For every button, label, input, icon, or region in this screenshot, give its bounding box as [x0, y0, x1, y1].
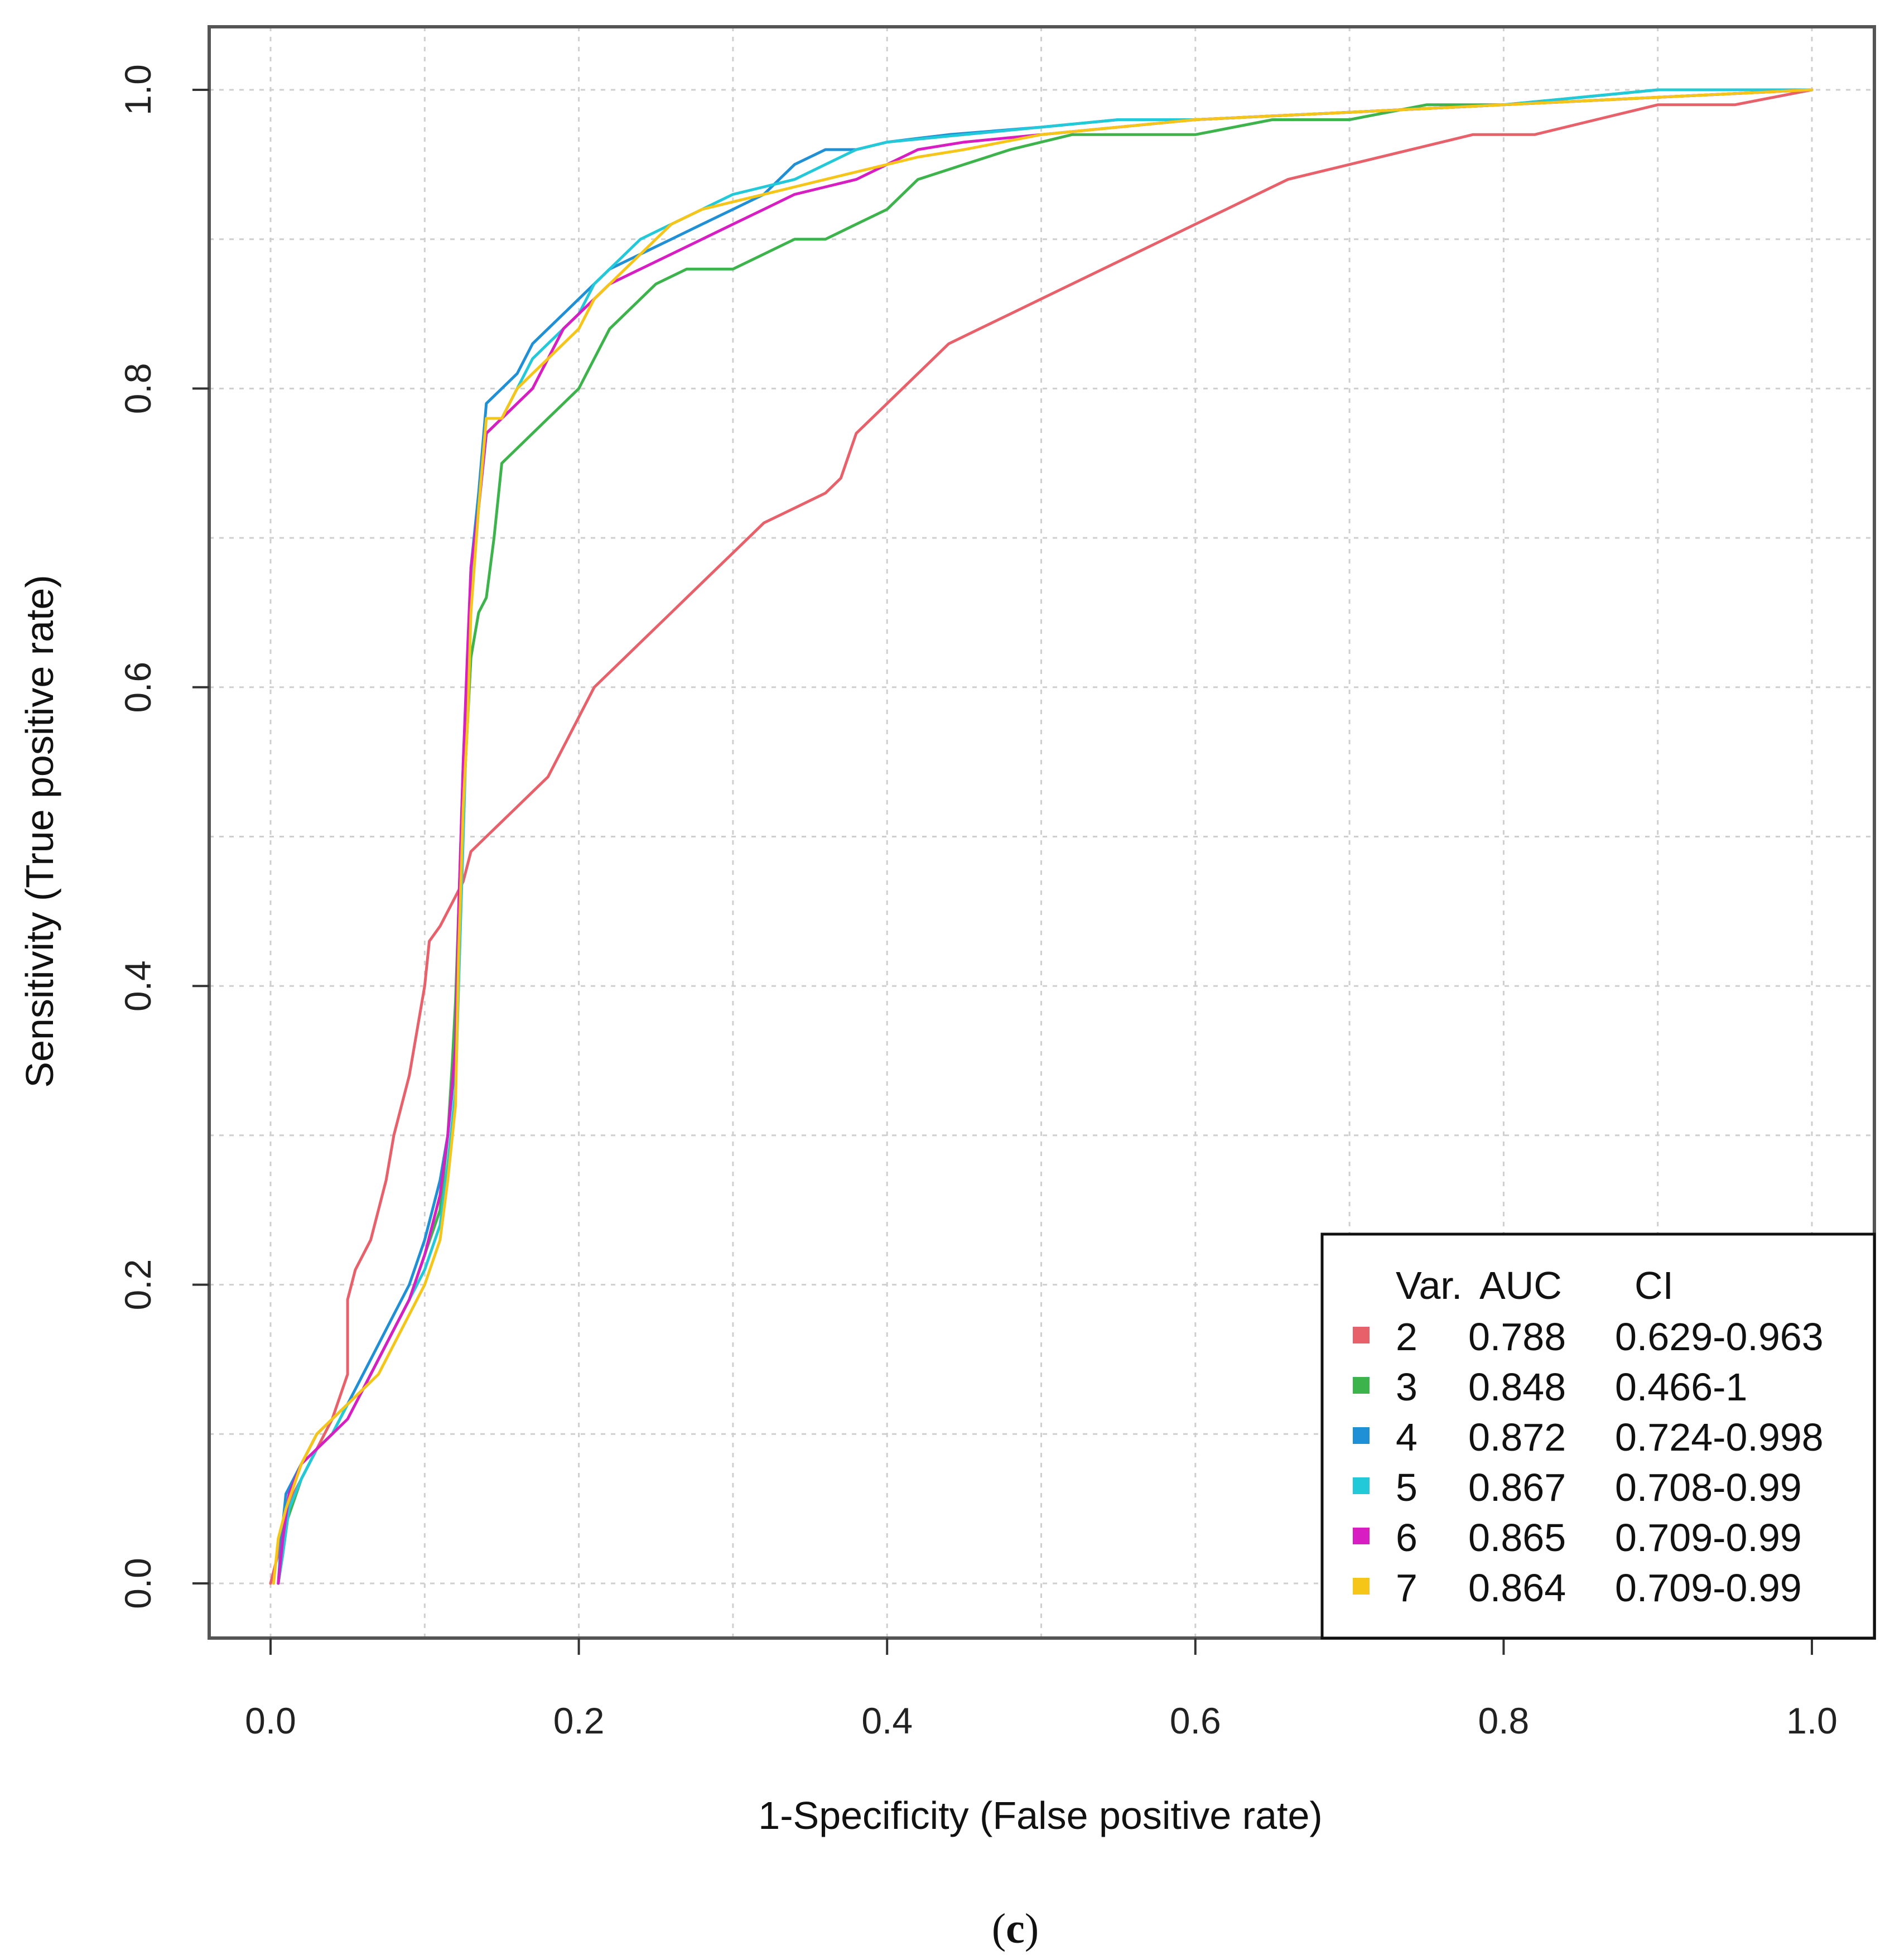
plot-frame	[208, 25, 1876, 1640]
y-axis-label: Sensitivity (True positive rate)	[18, 575, 61, 1087]
y-tick-label: 0.8	[117, 363, 158, 415]
legend-name-var-3: 3	[1396, 1365, 1418, 1409]
caption-close: )	[1025, 1905, 1039, 1952]
series-lines	[269, 88, 1814, 1585]
legend-auc-var-2: 0.788	[1468, 1315, 1566, 1359]
legend-box	[1320, 1232, 1876, 1640]
legend-name-var-7: 7	[1396, 1566, 1418, 1610]
legend-rows: 2 0.788 0.629-0.963 3 0.848 0.466-1 4 0.872 0.72…	[1353, 1315, 1824, 1610]
legend-swatch-var-2	[1353, 1327, 1370, 1343]
legend-name-var-4: 4	[1396, 1415, 1418, 1459]
y-tick-label: 1.0	[117, 64, 158, 115]
legend-auc-var-7: 0.864	[1468, 1566, 1566, 1610]
x-tick-label: 0.2	[553, 1700, 605, 1741]
legend-ci-var-2: 0.629-0.963	[1615, 1315, 1824, 1359]
legend-ci-var-3: 0.466-1	[1615, 1365, 1747, 1409]
y-tick-label: 0.0	[117, 1558, 158, 1609]
legend-ci-var-5: 0.708-0.99	[1615, 1466, 1802, 1509]
legend-auc-var-6: 0.865	[1468, 1516, 1566, 1559]
legend-swatch-var-7	[1353, 1578, 1370, 1595]
legend: Var. AUC CI 2 0.788 0.629-0.963 3 0.848 0.466…	[1320, 1232, 1876, 1640]
x-tick-label: 1.0	[1786, 1700, 1838, 1741]
legend-ci-var-4: 0.724-0.998	[1615, 1415, 1824, 1459]
x-axis-label: 1-Specificity (False positive rate)	[758, 1794, 1322, 1837]
roc-line-var-7	[272, 88, 1814, 1585]
figure-caption: (c)	[992, 1905, 1039, 1952]
legend-ci-var-7: 0.709-0.99	[1615, 1566, 1802, 1610]
legend-header-auc: AUC	[1479, 1264, 1562, 1307]
roc-line-var-6	[277, 88, 1814, 1585]
legend-auc-var-5: 0.867	[1468, 1466, 1566, 1509]
y-tick-label: 0.4	[117, 960, 158, 1012]
legend-swatch-var-3	[1353, 1377, 1370, 1394]
x-tick-label: 0.4	[861, 1700, 913, 1741]
roc-line-var-2	[269, 88, 1814, 1585]
legend-swatch-var-6	[1353, 1528, 1370, 1544]
y-tick-label: 0.6	[117, 662, 158, 713]
x-tick-label: 0.6	[1170, 1700, 1221, 1741]
x-tick-label: 0.0	[245, 1700, 296, 1741]
legend-header-ci: CI	[1635, 1264, 1674, 1307]
x-tick-label: 0.8	[1478, 1700, 1530, 1741]
caption-open: (	[992, 1905, 1006, 1952]
legend-auc-var-4: 0.872	[1468, 1415, 1566, 1459]
caption-letter: c	[1006, 1905, 1025, 1952]
y-tick-label: 0.2	[117, 1259, 158, 1311]
legend-swatch-var-4	[1353, 1427, 1370, 1444]
y-axis: 0.0 0.2 0.4 0.6 0.8 1.0	[117, 64, 209, 1609]
legend-auc-var-3: 0.848	[1468, 1365, 1566, 1409]
legend-name-var-6: 6	[1396, 1516, 1418, 1559]
legend-header-var: Var.	[1396, 1264, 1462, 1307]
legend-name-var-5: 5	[1396, 1466, 1418, 1509]
legend-swatch-var-5	[1353, 1477, 1370, 1494]
x-axis: 0.0 0.2 0.4 0.6 0.8 1.0	[245, 1638, 1838, 1741]
legend-name-var-2: 2	[1396, 1315, 1418, 1359]
legend-ci-var-6: 0.709-0.99	[1615, 1516, 1802, 1559]
